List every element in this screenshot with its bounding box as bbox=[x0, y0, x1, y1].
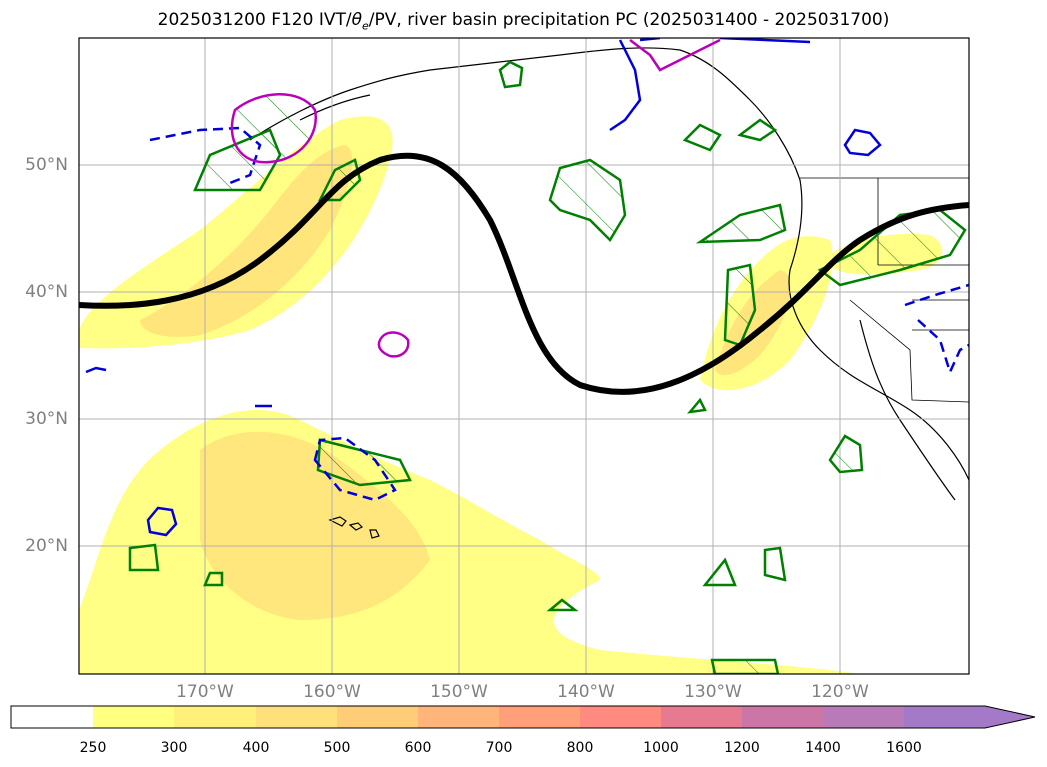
colorbar bbox=[10, 705, 1036, 729]
lon-label-130w: 130°W bbox=[684, 682, 742, 702]
gridlines bbox=[79, 38, 969, 674]
pv-solid-north bbox=[609, 38, 811, 132]
precip-region-8 bbox=[828, 434, 864, 474]
colorbar-label-250: 250 bbox=[79, 740, 107, 756]
lon-label-150w: 150°W bbox=[430, 682, 488, 702]
precip-region-4 bbox=[695, 203, 787, 244]
colorbar-label-600: 600 bbox=[404, 740, 432, 756]
colorbar-seg-0 bbox=[11, 706, 93, 728]
colorbar-label-500: 500 bbox=[323, 740, 351, 756]
jet-stream-line bbox=[79, 152, 969, 395]
map-title: 2025031200 F120 IVT/θe/PV, river basin p… bbox=[0, 10, 1047, 32]
colorbar-seg-1 bbox=[93, 706, 174, 728]
precip-region-18 bbox=[737, 118, 778, 142]
ivt-plume-south-core bbox=[200, 431, 430, 620]
lon-label-120w: 120°W bbox=[811, 682, 869, 702]
title-prefix: 2025031200 F120 IVT/ bbox=[157, 10, 352, 30]
map-frame bbox=[78, 37, 970, 675]
lat-label-50n: 50°N bbox=[25, 155, 68, 175]
title-theta: θ bbox=[351, 10, 362, 30]
colorbar-label-1200: 1200 bbox=[724, 740, 760, 756]
precip-region-11 bbox=[203, 571, 224, 587]
lat-label-20n: 20°N bbox=[25, 536, 68, 556]
colorbar-seg-8 bbox=[661, 706, 742, 728]
precip-region-13 bbox=[702, 557, 737, 587]
pv-solid-circle-1 bbox=[843, 128, 882, 157]
colorbar-label-300: 300 bbox=[160, 740, 188, 756]
colorbar-seg-11 bbox=[904, 706, 1035, 728]
pv-solid-circle-2 bbox=[146, 506, 178, 537]
colorbar-seg-6 bbox=[499, 706, 580, 728]
precip-region-3 bbox=[548, 158, 627, 243]
colorbar-label-400: 400 bbox=[242, 740, 270, 756]
colorbar-seg-4 bbox=[337, 706, 418, 728]
title-suffix: /PV, river basin precipitation PC (20250… bbox=[368, 10, 890, 30]
precip-region-6 bbox=[817, 208, 967, 287]
theta-region-2 bbox=[377, 331, 410, 358]
colorbar-label-800: 800 bbox=[566, 740, 594, 756]
lon-label-160w: 160°W bbox=[303, 682, 361, 702]
ivt-shading bbox=[79, 116, 943, 674]
precip-region-14 bbox=[710, 658, 780, 674]
colorbar-label-1400: 1400 bbox=[805, 740, 841, 756]
title-theta-sub: e bbox=[362, 19, 369, 33]
precip-region-9 bbox=[498, 60, 524, 89]
colorbar-label-1600: 1600 bbox=[886, 740, 922, 756]
precip-contours bbox=[128, 60, 967, 674]
theta-region-3 bbox=[629, 38, 721, 72]
colorbar-label-700: 700 bbox=[485, 740, 513, 756]
colorbar-seg-7 bbox=[580, 706, 661, 728]
precip-region-10 bbox=[128, 543, 160, 572]
lon-label-170w: 170°W bbox=[176, 682, 234, 702]
colorbar-seg-10 bbox=[823, 706, 904, 728]
colorbar-label-1000: 1000 bbox=[643, 740, 679, 756]
lat-label-30n: 30°N bbox=[25, 409, 68, 429]
lon-label-140w: 140°W bbox=[557, 682, 615, 702]
pv-contours bbox=[85, 38, 969, 537]
pv-solid-small bbox=[85, 366, 107, 374]
lat-label-40n: 40°N bbox=[25, 282, 68, 302]
colorbar-seg-9 bbox=[742, 706, 823, 728]
theta-region-1 bbox=[230, 93, 318, 164]
precip-region-12 bbox=[763, 546, 787, 582]
precip-region-15 bbox=[546, 598, 579, 612]
colorbar-outline bbox=[10, 705, 1036, 729]
colorbar-seg-3 bbox=[256, 706, 337, 728]
theta-contours bbox=[230, 38, 721, 358]
colorbar-seg-2 bbox=[174, 706, 256, 728]
pv-dashed-east bbox=[904, 283, 969, 376]
precip-region-17 bbox=[682, 123, 722, 152]
precip-region-16 bbox=[686, 397, 707, 414]
pv-dashed-hawaii bbox=[313, 436, 397, 502]
ivt-plume-north-core bbox=[140, 145, 353, 337]
ivt-plume-south bbox=[79, 410, 860, 674]
colorbar-seg-5 bbox=[418, 706, 499, 728]
